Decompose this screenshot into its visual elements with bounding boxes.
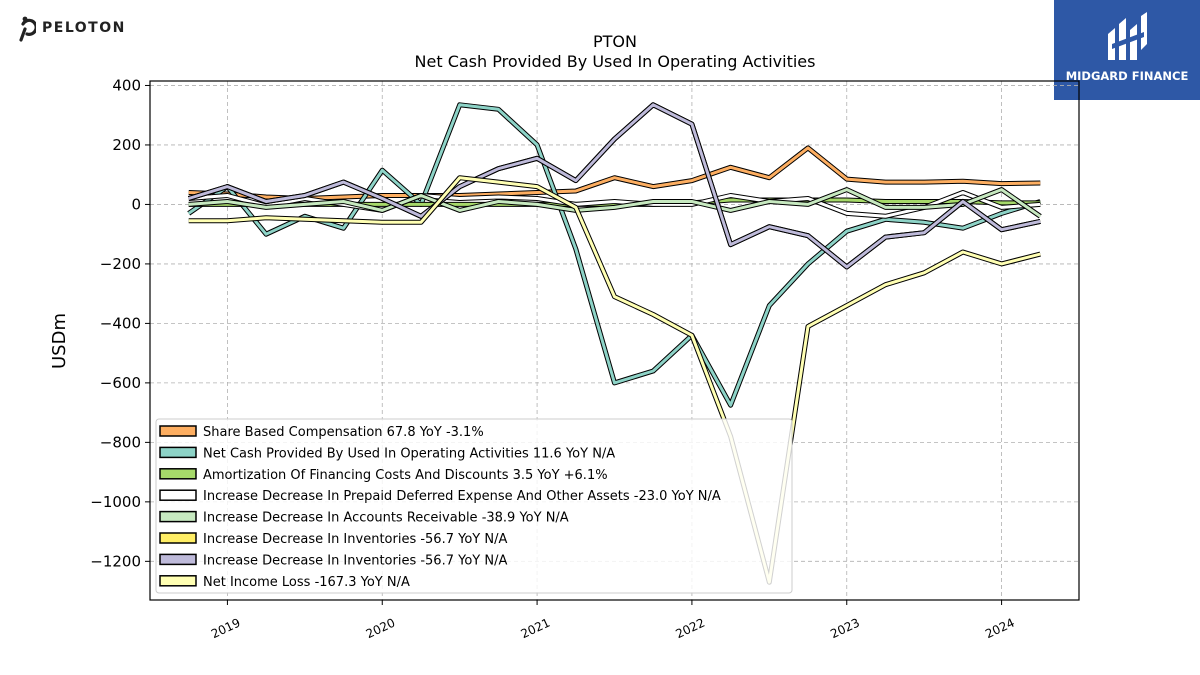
y-tick-label: 200 bbox=[112, 136, 141, 154]
x-tick-label: 2024 bbox=[983, 616, 1017, 642]
series-5 bbox=[187, 102, 1041, 270]
chart-title: PTON bbox=[593, 32, 637, 51]
legend-swatch bbox=[159, 468, 197, 480]
peloton-wordmark: PELOTON bbox=[42, 20, 126, 36]
series-line bbox=[188, 103, 1041, 269]
x-tick-label: 2021 bbox=[519, 616, 553, 642]
legend-label: Net Cash Provided By Used In Operating A… bbox=[203, 446, 615, 461]
legend-swatch bbox=[159, 510, 197, 523]
chart-subtitle: Net Cash Provided By Used In Operating A… bbox=[415, 52, 816, 71]
legend-label: Increase Decrease In Accounts Receivable… bbox=[203, 511, 569, 526]
y-tick-label: 0 bbox=[131, 195, 141, 213]
legend-swatch bbox=[159, 532, 197, 544]
legend-item: Amortization Of Financing Costs And Disc… bbox=[159, 468, 608, 483]
series-line bbox=[187, 103, 1041, 407]
legend-label: Share Based Compensation 67.8 YoY -3.1% bbox=[203, 425, 484, 440]
series-group bbox=[187, 102, 1042, 585]
legend-swatch bbox=[159, 489, 197, 501]
series-line bbox=[188, 188, 1042, 218]
series-1 bbox=[187, 102, 1042, 408]
peloton-p-icon bbox=[19, 16, 36, 42]
peloton-logo: PELOTON bbox=[14, 14, 126, 42]
legend-item: Increase Decrease In Prepaid Deferred Ex… bbox=[159, 489, 721, 504]
series-0 bbox=[188, 145, 1041, 201]
legend-item: Share Based Compensation 67.8 YoY -3.1% bbox=[159, 425, 484, 440]
y-axis-label: USDm bbox=[49, 313, 70, 369]
series-4 bbox=[188, 187, 1042, 219]
series-line bbox=[188, 146, 1041, 200]
y-tick-label: −400 bbox=[100, 314, 141, 332]
legend-item: Net Income Loss -167.3 YoY N/A bbox=[159, 575, 410, 590]
midgard-wordmark: MIDGARD FINANCE bbox=[1065, 69, 1189, 83]
y-tick-label: 400 bbox=[112, 76, 141, 94]
legend-swatch bbox=[159, 425, 197, 437]
y-tick-label: −600 bbox=[100, 374, 141, 392]
series-outline bbox=[187, 102, 1042, 408]
legend-label: Increase Decrease In Prepaid Deferred Ex… bbox=[203, 489, 721, 504]
series-7 bbox=[188, 175, 1041, 585]
plot-frame bbox=[149, 80, 1080, 601]
legend-item: Net Cash Provided By Used In Operating A… bbox=[159, 446, 615, 461]
y-tick-label: −800 bbox=[100, 433, 141, 451]
series-outline bbox=[187, 102, 1041, 270]
legend-swatch bbox=[159, 575, 197, 587]
series-outline bbox=[187, 102, 1041, 270]
series-line bbox=[188, 176, 1041, 584]
legend-box bbox=[155, 418, 793, 594]
series-6 bbox=[187, 102, 1041, 270]
midgard-mark-icon bbox=[1108, 12, 1147, 60]
x-axis: 2019 2020 2021 2022 2023 2024 bbox=[209, 600, 1017, 641]
legend-label: Increase Decrease In Inventories -56.7 Y… bbox=[203, 532, 507, 547]
x-tick-label: 2020 bbox=[364, 616, 398, 642]
legend-label: Net Income Loss -167.3 YoY N/A bbox=[203, 575, 410, 590]
series-line bbox=[188, 103, 1041, 269]
midgard-finance-logo: MIDGARD FINANCE bbox=[1054, 0, 1200, 100]
x-tick-label: 2023 bbox=[828, 616, 862, 642]
y-tick-label: −200 bbox=[100, 255, 141, 273]
legend-label: Increase Decrease In Inventories -56.7 Y… bbox=[203, 553, 507, 568]
x-tick-label: 2022 bbox=[673, 616, 707, 642]
y-axis: 400 200 0 −200 −400 −600 −800 −1000 −1200 bbox=[90, 76, 150, 570]
y-tick-label: −1200 bbox=[90, 552, 141, 570]
legend-item: Increase Decrease In Accounts Receivable… bbox=[159, 510, 569, 526]
legend-item: Increase Decrease In Inventories -56.7 Y… bbox=[159, 532, 507, 547]
x-tick-label: 2019 bbox=[209, 616, 243, 642]
legend-label: Amortization Of Financing Costs And Disc… bbox=[203, 468, 608, 483]
legend-swatch bbox=[159, 446, 197, 459]
legend: Share Based Compensation 67.8 YoY -3.1% N… bbox=[155, 418, 793, 594]
legend-swatch bbox=[159, 553, 197, 566]
legend-item: Increase Decrease In Inventories -56.7 Y… bbox=[159, 553, 507, 568]
y-tick-label: −1000 bbox=[90, 493, 141, 511]
